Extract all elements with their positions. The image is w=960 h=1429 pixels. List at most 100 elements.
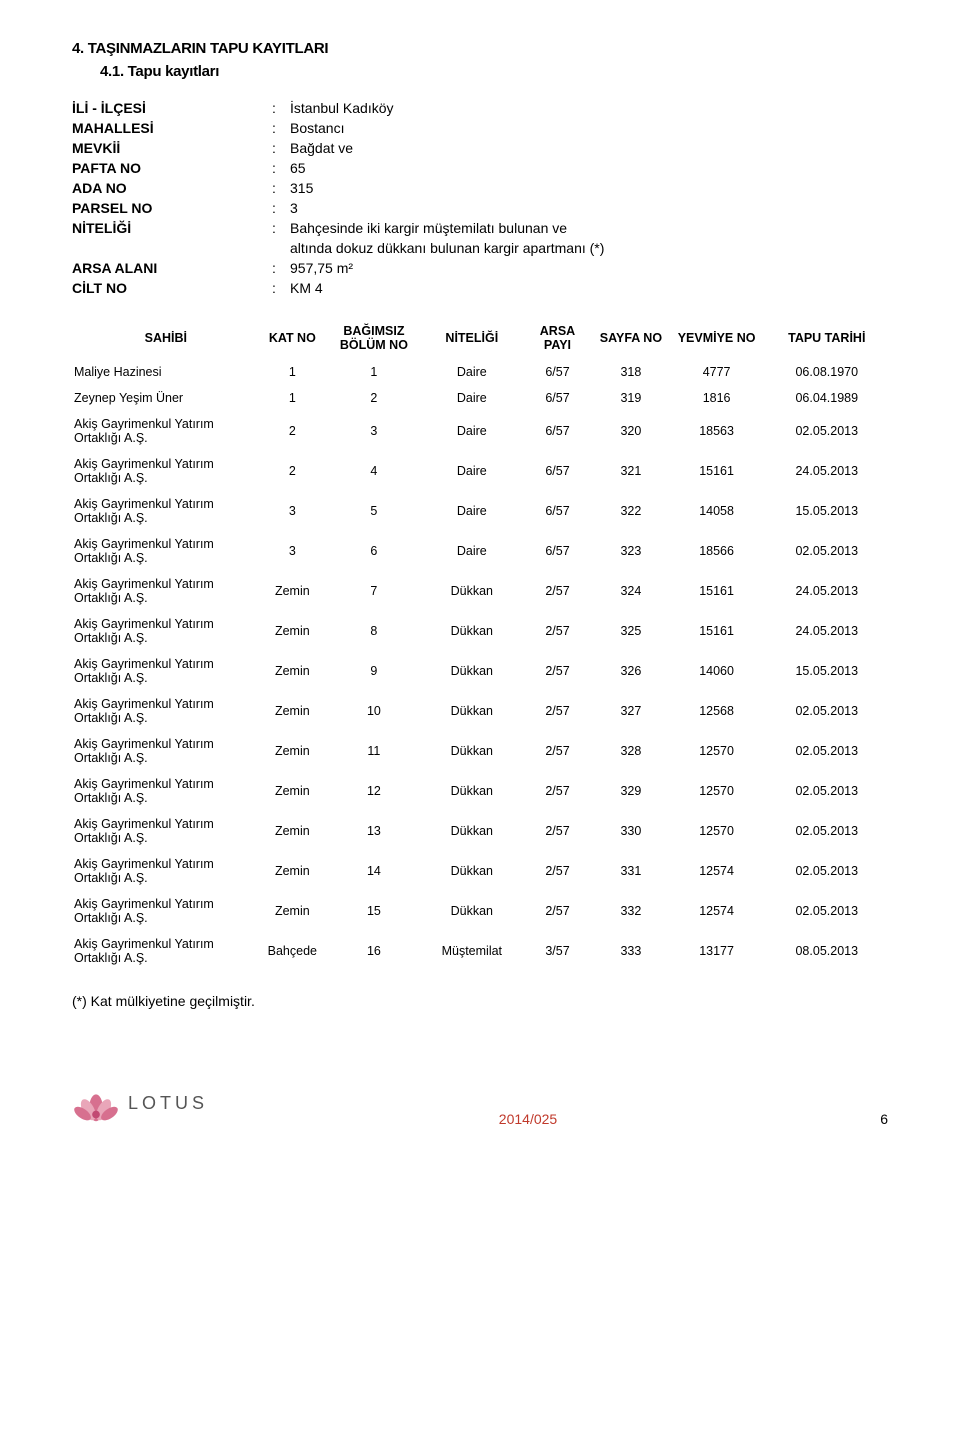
table-cell: 2 bbox=[260, 451, 325, 491]
table-row: Akiş Gayrimenkul Yatırım Ortaklığı A.Ş. 3… bbox=[72, 491, 888, 531]
table-cell: 1 bbox=[260, 359, 325, 386]
meta-row: ARSA ALANI:957,75 m² bbox=[72, 260, 888, 276]
table-cell: 12574 bbox=[668, 891, 766, 931]
table-header: SAYFA NO bbox=[594, 318, 667, 359]
table-cell: Dükkan bbox=[423, 771, 521, 811]
table-cell: Akiş Gayrimenkul Yatırım Ortaklığı A.Ş. bbox=[72, 771, 260, 811]
table-cell: 329 bbox=[594, 771, 667, 811]
table-cell: 320 bbox=[594, 411, 667, 451]
meta-label: PAFTA NO bbox=[72, 160, 272, 176]
table-cell: Daire bbox=[423, 531, 521, 571]
meta-colon: : bbox=[272, 260, 290, 276]
table-cell: Akiş Gayrimenkul Yatırım Ortaklığı A.Ş. bbox=[72, 491, 260, 531]
table-cell: 6/57 bbox=[521, 451, 594, 491]
table-cell: 02.05.2013 bbox=[766, 531, 888, 571]
table-cell: 14 bbox=[325, 851, 423, 891]
table-cell: 11 bbox=[325, 731, 423, 771]
table-cell: 328 bbox=[594, 731, 667, 771]
table-cell: Zemin bbox=[260, 571, 325, 611]
meta-row: NİTELİĞİ:Bahçesinde iki kargir müştemila… bbox=[72, 220, 888, 236]
table-row: Akiş Gayrimenkul Yatırım Ortaklığı A.Ş.3… bbox=[72, 531, 888, 571]
meta-row: MAHALLESİ:Bostancı bbox=[72, 120, 888, 136]
table-cell: 15.05.2013 bbox=[766, 491, 888, 531]
table-cell: 15161 bbox=[668, 451, 766, 491]
meta-colon: : bbox=[272, 140, 290, 156]
table-cell: 8 bbox=[325, 611, 423, 651]
table-row: Akiş Gayrimenkul Yatırım Ortaklığı A.Ş.Z… bbox=[72, 691, 888, 731]
table-cell: 5 bbox=[325, 491, 423, 531]
table-cell: 6/57 bbox=[521, 385, 594, 411]
table-cell: 12 bbox=[325, 771, 423, 811]
table-cell: 18566 bbox=[668, 531, 766, 571]
table-cell: 13 bbox=[325, 811, 423, 851]
table-cell: Daire bbox=[423, 385, 521, 411]
table-cell: Akiş Gayrimenkul Yatırım Ortaklığı A.Ş. bbox=[72, 691, 260, 731]
table-row: Maliye Hazinesi11Daire6/57318477706.08.1… bbox=[72, 359, 888, 386]
heading-sec4: 4. TAŞINMAZLARIN TAPU KAYITLARI bbox=[72, 40, 888, 57]
table-cell: 7 bbox=[325, 571, 423, 611]
meta-label: MAHALLESİ bbox=[72, 120, 272, 136]
table-cell: 13177 bbox=[668, 931, 766, 971]
meta-value-cont: altında dokuz dükkanı bulunan kargir apa… bbox=[290, 240, 888, 256]
table-cell: 12568 bbox=[668, 691, 766, 731]
brand-logo: LOTUS bbox=[72, 1079, 208, 1127]
table-cell: 3 bbox=[260, 531, 325, 571]
table-cell: 322 bbox=[594, 491, 667, 531]
table-cell: 02.05.2013 bbox=[766, 851, 888, 891]
meta-colon: : bbox=[272, 200, 290, 216]
table-cell: 325 bbox=[594, 611, 667, 651]
table-cell: 12570 bbox=[668, 811, 766, 851]
table-cell: 6 bbox=[325, 531, 423, 571]
lotus-icon bbox=[72, 1079, 120, 1127]
table-cell: 15 bbox=[325, 891, 423, 931]
table-row: Akiş Gayrimenkul Yatırım Ortaklığı A.Ş.2… bbox=[72, 451, 888, 491]
table-cell: Dükkan bbox=[423, 811, 521, 851]
table-cell: Dükkan bbox=[423, 611, 521, 651]
table-cell: 02.05.2013 bbox=[766, 771, 888, 811]
table-cell: 326 bbox=[594, 651, 667, 691]
table-cell: 02.05.2013 bbox=[766, 411, 888, 451]
table-cell: 15161 bbox=[668, 571, 766, 611]
table-cell: 15161 bbox=[668, 611, 766, 651]
table-row: Akiş Gayrimenkul Yatırım Ortaklığı A.Ş.Z… bbox=[72, 851, 888, 891]
table-cell: Zemin bbox=[260, 731, 325, 771]
table-cell: 02.05.2013 bbox=[766, 731, 888, 771]
table-cell: Akiş Gayrimenkul Yatırım Ortaklığı A.Ş. bbox=[72, 931, 260, 971]
table-cell: 2/57 bbox=[521, 611, 594, 651]
meta-value: 3 bbox=[290, 200, 888, 216]
table-cell: 2/57 bbox=[521, 891, 594, 931]
table-row: Zeynep Yeşim Üner12Daire6/57319181606.04… bbox=[72, 385, 888, 411]
table-cell: Daire bbox=[423, 491, 521, 531]
meta-colon: : bbox=[272, 180, 290, 196]
table-row: Akiş Gayrimenkul Yatırım Ortaklığı A.Ş.2… bbox=[72, 411, 888, 451]
table-cell: Zemin bbox=[260, 771, 325, 811]
table-cell: 2/57 bbox=[521, 571, 594, 611]
table-cell: 3 bbox=[325, 411, 423, 451]
meta-row: PARSEL NO:3 bbox=[72, 200, 888, 216]
table-cell: 14058 bbox=[668, 491, 766, 531]
table-cell: 9 bbox=[325, 651, 423, 691]
meta-value: 65 bbox=[290, 160, 888, 176]
table-cell: 6/57 bbox=[521, 531, 594, 571]
footer: LOTUS 2014/025 6 bbox=[72, 1079, 888, 1127]
meta-label: MEVKİİ bbox=[72, 140, 272, 156]
table-cell: 2 bbox=[260, 411, 325, 451]
table-cell: 4 bbox=[325, 451, 423, 491]
table-cell: 331 bbox=[594, 851, 667, 891]
meta-row: CİLT NO:KM 4 bbox=[72, 280, 888, 296]
table-cell: Akiş Gayrimenkul Yatırım Ortaklığı A.Ş. bbox=[72, 531, 260, 571]
meta-label: CİLT NO bbox=[72, 280, 272, 296]
table-cell: 333 bbox=[594, 931, 667, 971]
meta-row: ADA NO:315 bbox=[72, 180, 888, 196]
table-cell: 2/57 bbox=[521, 731, 594, 771]
table-cell: Akiş Gayrimenkul Yatırım Ortaklığı A.Ş. bbox=[72, 411, 260, 451]
table-cell: 330 bbox=[594, 811, 667, 851]
table-cell: Bahçede bbox=[260, 931, 325, 971]
table-cell: Akiş Gayrimenkul Yatırım Ortaklığı A.Ş. bbox=[72, 611, 260, 651]
meta-colon: : bbox=[272, 160, 290, 176]
table-cell: Akiş Gayrimenkul Yatırım Ortaklığı A.Ş. bbox=[72, 811, 260, 851]
table-cell: Akiş Gayrimenkul Yatırım Ortaklığı A.Ş. bbox=[72, 851, 260, 891]
table-cell: 02.05.2013 bbox=[766, 691, 888, 731]
table-cell: 24.05.2013 bbox=[766, 571, 888, 611]
table-cell: 4777 bbox=[668, 359, 766, 386]
